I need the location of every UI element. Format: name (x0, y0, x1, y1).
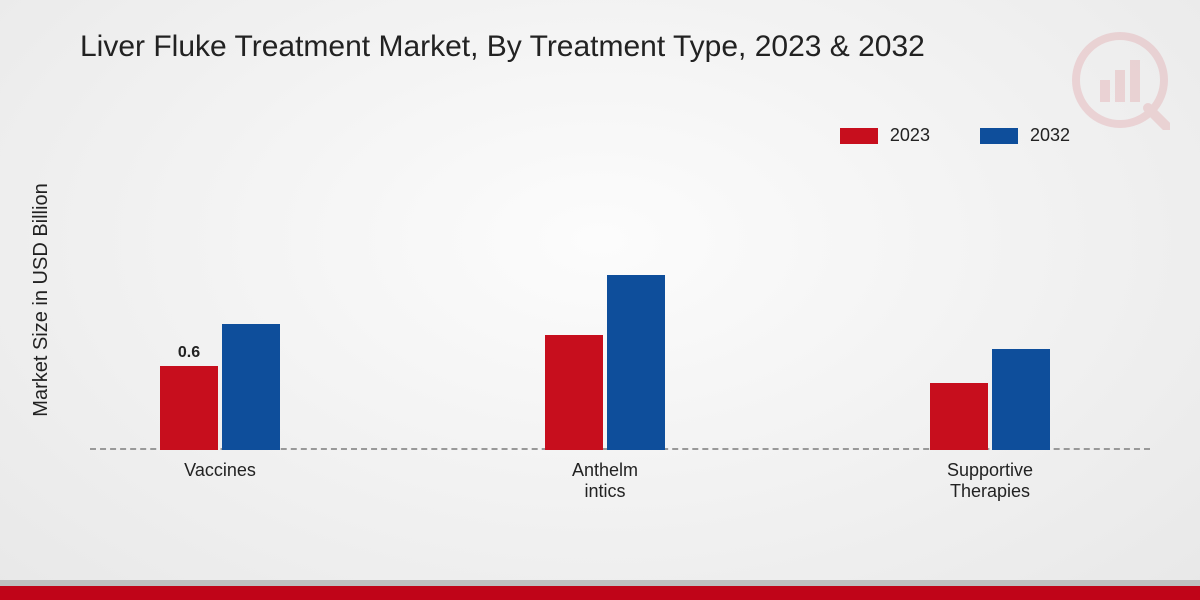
x-label-anthelmintics: Anthelm intics (572, 460, 638, 502)
bar-anthelmintics-2032 (607, 275, 665, 450)
plot-area: 0.6 Vaccines Anthelm intics Supportive T… (90, 165, 1150, 450)
legend-swatch-2023 (840, 128, 878, 144)
legend-label-2032: 2032 (1030, 125, 1070, 146)
bar-vaccines-2032 (222, 324, 280, 450)
legend-item-2023: 2023 (840, 125, 930, 146)
y-axis-label: Market Size in USD Billion (30, 150, 53, 450)
footer-band (0, 580, 1200, 600)
x-label-supportive: Supportive Therapies (947, 460, 1033, 502)
bar-group-supportive: Supportive Therapies (930, 349, 1050, 450)
legend-label-2023: 2023 (890, 125, 930, 146)
bar-value-vaccines-2023: 0.6 (178, 344, 200, 362)
page: Liver Fluke Treatment Market, By Treatme… (0, 0, 1200, 600)
legend-swatch-2032 (980, 128, 1018, 144)
bar-supportive-2032 (992, 349, 1050, 450)
legend-item-2032: 2032 (980, 125, 1070, 146)
bar-vaccines-2023: 0.6 (160, 366, 218, 450)
watermark-logo-icon (1070, 30, 1170, 130)
legend: 2023 2032 (840, 125, 1070, 146)
chart-title: Liver Fluke Treatment Market, By Treatme… (80, 30, 925, 64)
bar-group-anthelmintics: Anthelm intics (545, 275, 665, 450)
bar-anthelmintics-2023 (545, 335, 603, 450)
footer-red-stripe (0, 586, 1200, 600)
bar-supportive-2023 (930, 383, 988, 450)
x-label-vaccines: Vaccines (184, 460, 256, 481)
bar-group-vaccines: 0.6 Vaccines (160, 324, 280, 450)
